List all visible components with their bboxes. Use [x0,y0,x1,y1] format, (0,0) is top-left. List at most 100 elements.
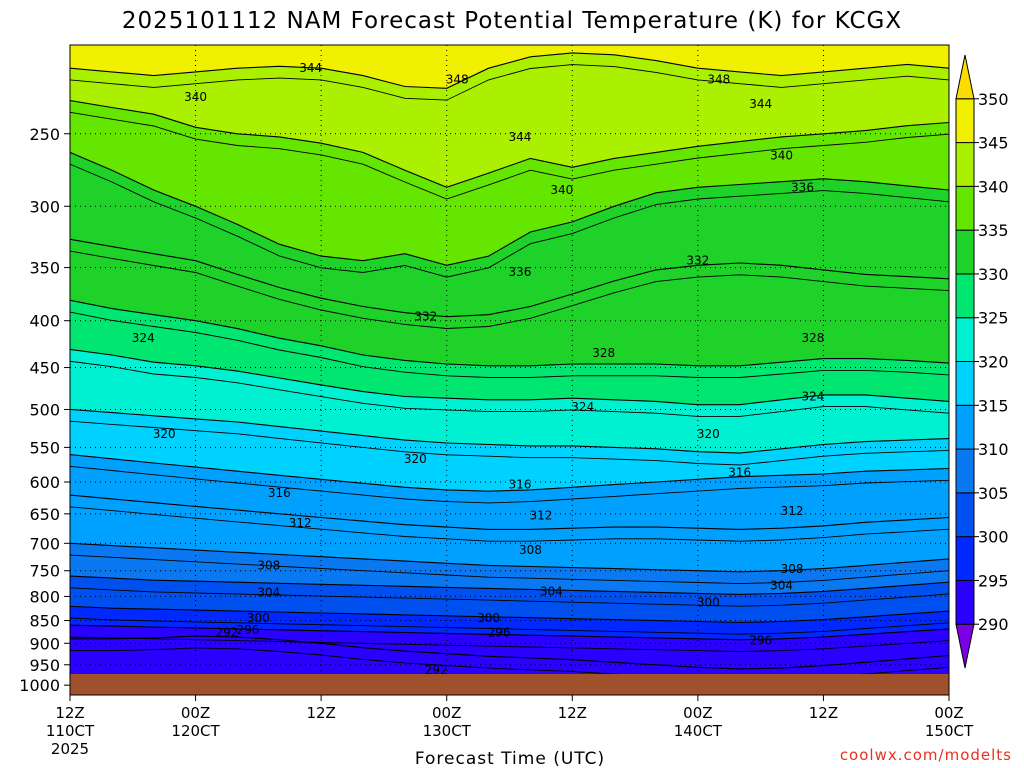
contour-label: 344 [299,61,322,75]
colorbar-segment [955,404,975,450]
contour-label: 340 [770,148,793,162]
y-tick-label: 450 [29,359,60,378]
x-tick-time: 00Z [432,704,461,722]
x-tick-date: 130CT [423,722,472,740]
contour-label: 304 [770,578,793,592]
colorbar-segment [955,492,975,538]
contour-labels: 344 348 348 340 344 344 340 340 336 332 336 332 324 3… [132,61,825,677]
colorbar-segment [955,361,975,406]
y-tick-label: 750 [29,562,60,581]
contour-label: 320 [404,452,427,466]
contour-label: 300 [697,595,720,609]
colorbar-label: 330 [978,265,1009,284]
y-tick-label: 300 [29,197,60,216]
contour-label: 344 [749,97,772,111]
contour-label: 312 [529,509,552,523]
contour-label: 328 [592,346,615,360]
colorbar-label: 290 [978,615,1009,634]
contour-label: 324 [802,390,825,404]
colorbar-segment [955,579,975,625]
isotherm-minor-320 [70,420,949,466]
contour-label: 316 [509,478,532,492]
colorbar-label: 335 [978,221,1009,240]
isotherm-minor-296 [70,636,949,652]
y-tick-label: 900 [29,634,60,653]
isotherm-line-304 [70,575,949,595]
dotted-grid [70,45,949,695]
contour-label: 316 [728,466,751,480]
colorbar-label: 340 [978,177,1009,196]
contour-label: 308 [519,543,542,557]
isotherm-contours [70,52,949,682]
colorbar-label: 320 [978,353,1009,372]
contour-label: 324 [571,400,594,414]
x-tick-date: 150CT [925,722,974,740]
contour-label: 296 [488,626,511,640]
y-tick-label: 1000 [19,676,60,695]
y-tick-label: 550 [29,438,60,457]
x-tick-date: 110CT [46,722,95,740]
contour-label: 316 [268,486,291,500]
x-tick-year: 2025 [51,740,89,758]
colorbar-segment [955,185,975,231]
y-tick-label: 600 [29,473,60,492]
contour-label: 304 [257,585,280,599]
isotherm-line-308 [70,542,949,573]
colorbar-label: 315 [978,396,1009,415]
isotherm-line-340 [70,100,949,188]
contour-label: 296 [749,634,772,648]
x-tick-time: 00Z [181,704,210,722]
colorbar-label: 305 [978,484,1009,503]
contour-label: 340 [550,183,573,197]
colorbar-segment [955,273,975,319]
isotherm-minor-300 [70,617,949,635]
isotherm-line-324 [70,348,949,406]
plot-frame [69,44,950,696]
x-tick-time: 12Z [306,704,335,722]
isotherm-minor-328 [70,311,949,378]
colorbar: 290 295 300 305 310 315 320 325 330 335 340 345 350 [955,54,1009,669]
colorbar-segment [955,317,975,363]
isotherm-minor-312 [70,506,949,542]
y-tick-label: 700 [29,534,60,553]
contour-label: 304 [540,584,563,598]
x-tick-date: 120CT [171,722,220,740]
contour-label: 312 [781,504,804,518]
colorbar-segment [955,54,975,100]
y-tick-label: 350 [29,259,60,278]
isotherm-minor-308 [70,554,949,585]
contour-label: 348 [707,72,730,86]
contour-label: 332 [686,254,709,268]
contour-label: 336 [791,180,814,194]
contour-label: 332 [414,310,437,324]
x-tick-time: 00Z [934,704,963,722]
x-tick-time: 12Z [558,704,587,722]
isotherm-line-328 [70,299,949,367]
x-tick-time: 12Z [809,704,838,722]
y-tick-label: 950 [29,656,60,675]
contour-label: 336 [509,265,532,279]
isotherm-line-332 [70,238,949,318]
contour-label: 324 [132,331,155,345]
isotherm-line-300 [70,605,949,623]
credit-text: coolwx.com/modelts [840,746,1012,764]
isotherm-minor-324 [70,360,949,417]
contour-label: 320 [153,427,176,441]
y-tick-label: 250 [29,125,60,144]
colorbar-segment [955,536,975,581]
colorbar-label: 350 [978,90,1009,109]
isotherm-line-312 [70,494,949,530]
contour-label: 292 [425,663,448,677]
contour-label: 292 [216,626,239,640]
colorbar-label: 295 [978,571,1009,590]
colorbar-label: 325 [978,309,1009,328]
contour-label: 308 [781,562,804,576]
colorbar-segment [955,142,975,187]
contour-label: 340 [184,90,207,104]
isotherm-line-296 [70,624,949,641]
temperature-bands [70,45,949,695]
y-axis: 250 300 350 400 450 500 550 600 650 700 750 800 850 9… [19,125,70,695]
contour-label: 320 [697,427,720,441]
